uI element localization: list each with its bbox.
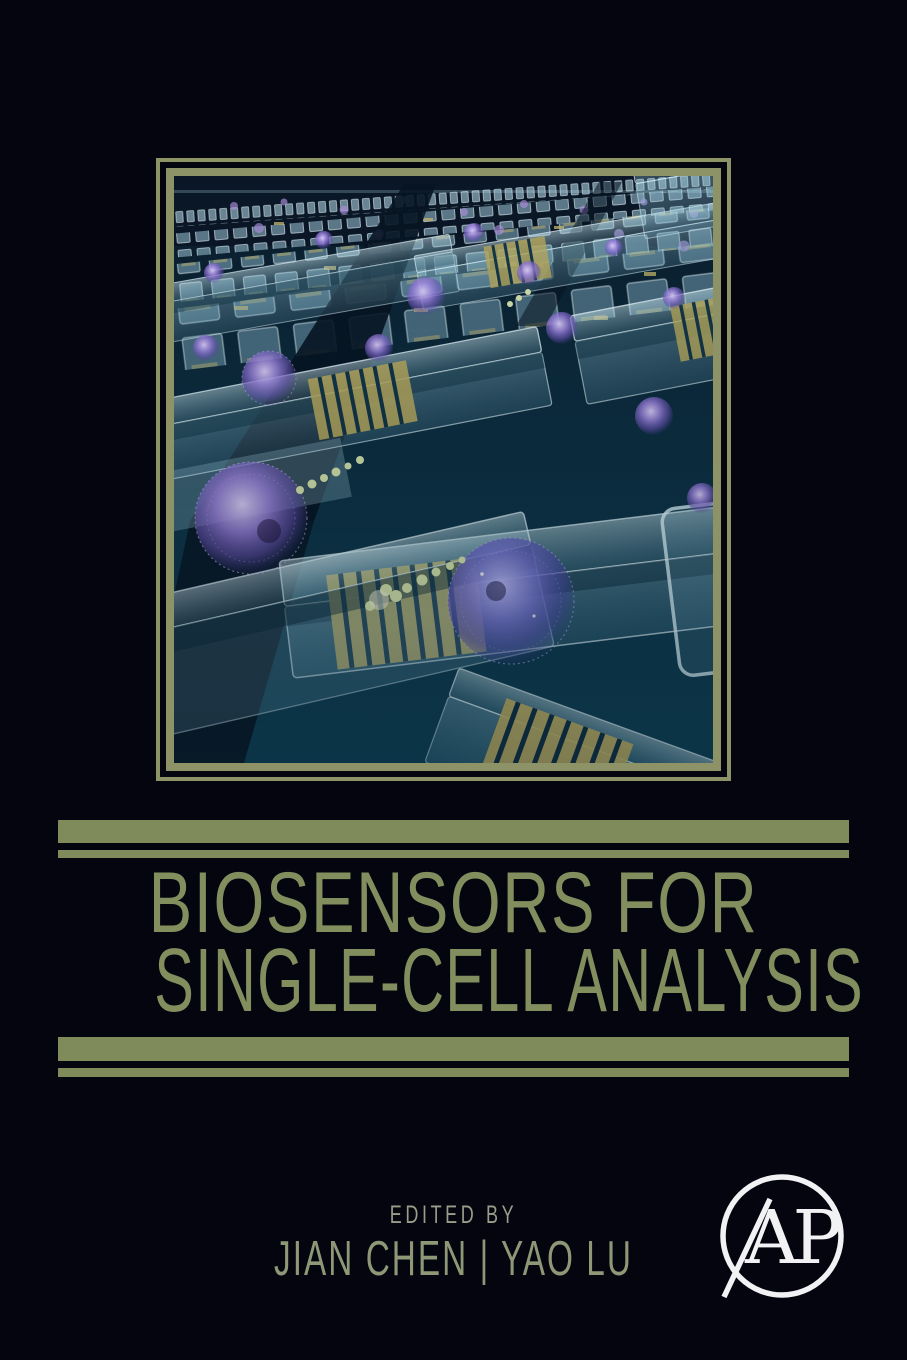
illustration-matte [166, 168, 721, 771]
divider-bar-top-thick [58, 820, 849, 843]
book-title-line-2: SINGLE-CELL ANALYSIS [154, 931, 864, 1031]
logo-a-leg [721, 1197, 773, 1299]
logo-letters: AP [744, 1195, 840, 1281]
academic-press-logo: AP [720, 1174, 846, 1299]
illustration-frame [156, 158, 731, 781]
divider-bar-top-thin [58, 850, 849, 858]
logo-circle [720, 1174, 844, 1298]
edited-by-label: EDITED BY [389, 1201, 518, 1229]
book-title-line-1: BIOSENSORS FOR [148, 855, 759, 951]
microfluidic-chip-illustration [174, 176, 713, 763]
divider-bar-bottom-thick [58, 1037, 849, 1061]
editors-names: JIAN CHEN | YAO LU [274, 1232, 633, 1286]
divider-bar-bottom-thin [58, 1068, 849, 1077]
